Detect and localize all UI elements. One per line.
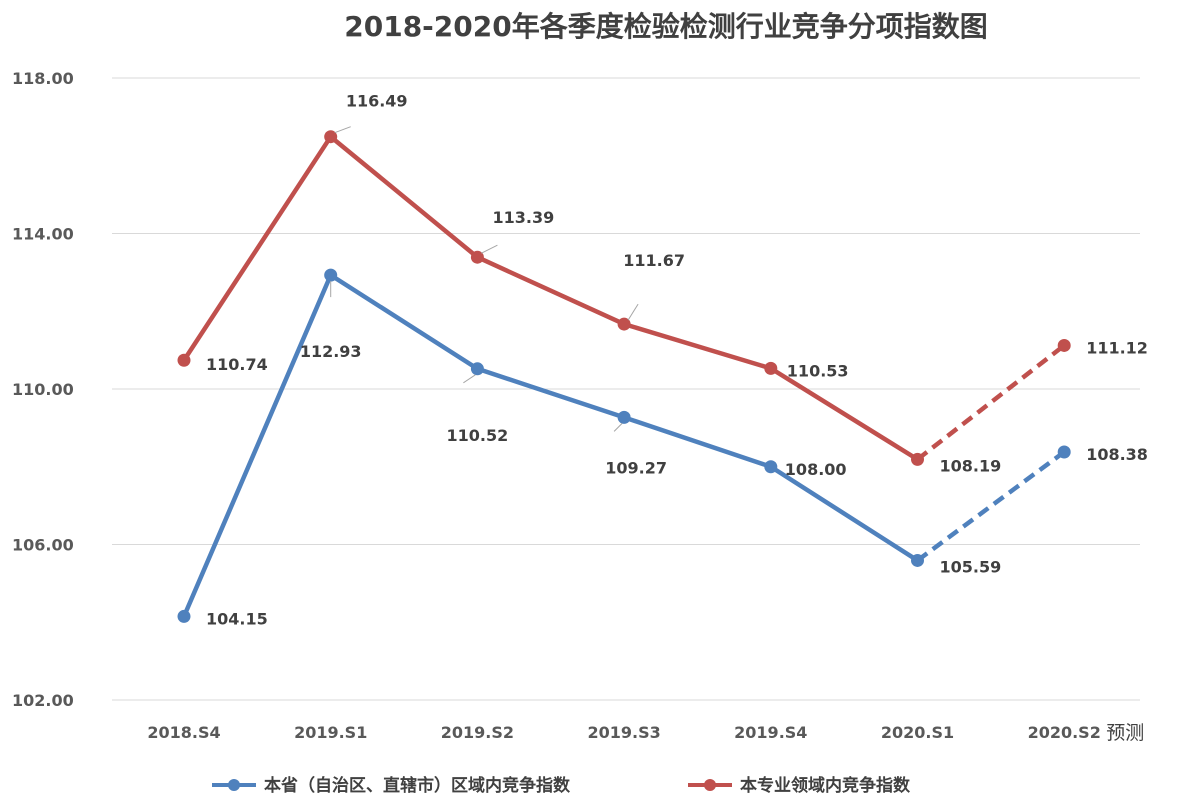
legend-label: 本省（自治区、直辖市）区域内竞争指数 [264, 775, 571, 796]
chart-title: 2018-2020年各季度检验检测行业竞争分项指数图 [344, 10, 987, 43]
data-label: 110.53 [787, 361, 849, 380]
legend-marker [704, 779, 716, 791]
data-label: 109.27 [605, 458, 667, 477]
x-axis-ticks: 2018.S4 2019.S1 2019.S2 2019.S3 2019.S4 2020.… [147, 722, 1144, 744]
data-label: 112.93 [300, 342, 362, 361]
data-label: 113.39 [493, 208, 555, 227]
series-lines [177, 130, 1071, 623]
legend-marker [228, 779, 240, 791]
data-label: 104.15 [206, 609, 268, 628]
data-point [1057, 445, 1071, 459]
label-leader-line [481, 244, 498, 254]
forecast-line [916, 450, 1066, 563]
x-tick-label: 2020.S1 [881, 723, 954, 742]
x-tick-label: 2018.S4 [147, 723, 220, 742]
x-tick-label: 2019.S1 [294, 723, 367, 742]
data-point [617, 410, 631, 424]
x-tick-label: 2019.S4 [734, 723, 807, 742]
x-tick-label: 2019.S3 [587, 723, 660, 742]
data-label: 110.52 [447, 426, 509, 445]
label-leader-line [463, 374, 476, 384]
y-axis-ticks: 102.00 106.00 110.00 114.00 118.00 [12, 69, 74, 710]
data-label: 108.00 [785, 460, 847, 479]
data-label: 116.49 [346, 92, 408, 111]
data-point [470, 362, 484, 376]
data-label: 111.12 [1086, 338, 1148, 357]
data-point [617, 317, 631, 331]
data-point [764, 361, 778, 375]
data-point [911, 452, 924, 466]
data-labels: 104.15 112.93 110.52 109.27 108.00 105.59 108.… [206, 92, 1148, 629]
data-point [764, 460, 778, 474]
x-tick-label: 2019.S2 [441, 723, 514, 742]
y-tick-label: 102.00 [12, 691, 74, 710]
gridlines [112, 77, 1140, 701]
x-forecast-suffix: 预测 [1106, 722, 1144, 744]
label-leader-line [334, 126, 351, 134]
data-label: 108.19 [940, 456, 1002, 475]
data-point [177, 353, 191, 367]
legend-label: 本专业领域内竞争指数 [740, 775, 911, 796]
forecast-line [916, 343, 1066, 462]
data-label: 108.38 [1086, 445, 1148, 464]
legend: 本省（自治区、直辖市）区域内竞争指数 本专业领域内竞争指数 [212, 775, 911, 796]
data-label: 105.59 [940, 557, 1002, 576]
y-tick-label: 110.00 [12, 380, 74, 399]
series-line [181, 134, 920, 462]
data-label: 110.74 [206, 355, 268, 374]
data-point [324, 130, 338, 144]
label-leader-lines [330, 126, 639, 432]
label-leader-line [613, 423, 623, 432]
data-point [911, 553, 924, 567]
data-point [177, 609, 191, 623]
y-tick-label: 114.00 [12, 225, 74, 244]
data-point [324, 268, 338, 282]
data-label: 111.67 [623, 251, 685, 270]
y-tick-label: 118.00 [12, 69, 74, 88]
label-leader-line [627, 303, 639, 321]
data-point [470, 250, 484, 264]
data-point [1057, 338, 1071, 352]
series-line [181, 272, 920, 619]
x-tick-label: 2020.S2 [1028, 723, 1101, 742]
y-tick-label: 106.00 [12, 536, 74, 555]
